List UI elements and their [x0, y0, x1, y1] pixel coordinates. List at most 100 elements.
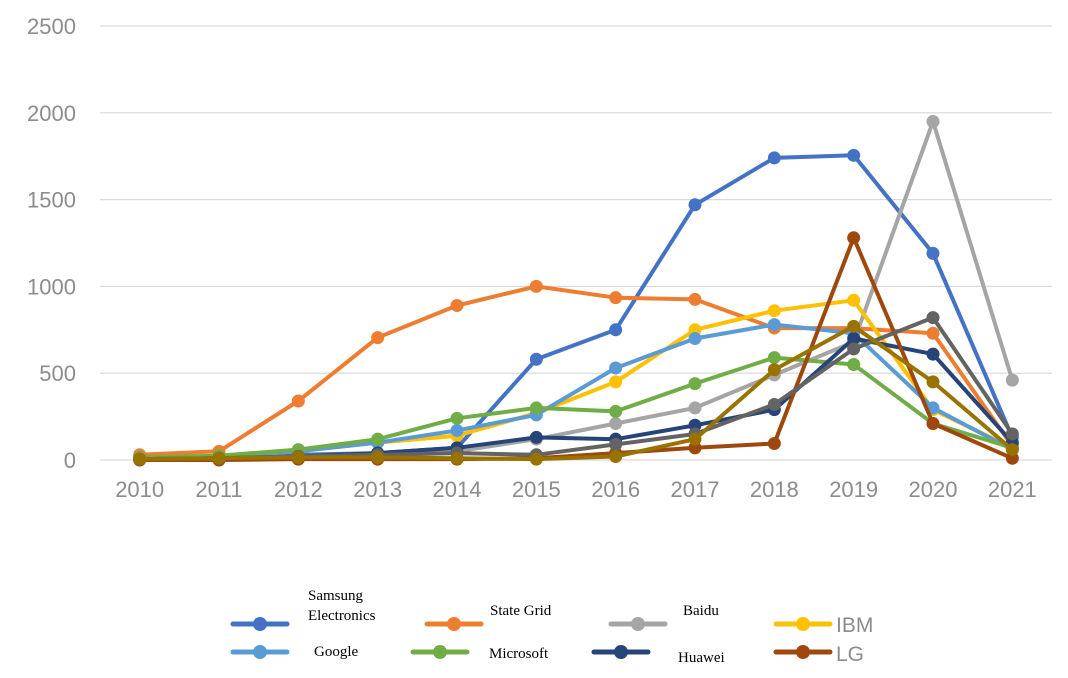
x-tick-label: 2012 — [274, 477, 323, 502]
data-point — [371, 331, 385, 345]
legend-label: Google — [314, 644, 359, 660]
data-point — [609, 323, 623, 337]
series-samsung-electronics — [133, 148, 1019, 465]
legend-label: IBM — [836, 614, 873, 637]
series-line — [137, 298, 1015, 461]
series-google — [133, 318, 1019, 465]
data-point — [212, 451, 226, 465]
data-point — [529, 279, 543, 293]
x-axis-ticks: 2010 2011 2012 2013 2014 2015 2016 2017 2018 2019… — [115, 477, 1037, 502]
y-tick-label: 1000 — [27, 274, 76, 299]
data-point — [133, 452, 147, 466]
data-point — [926, 246, 940, 260]
legend: Samsung Electronics State Grid Baidu IBM Goog… — [230, 588, 873, 666]
data-point — [609, 291, 623, 305]
data-point — [529, 452, 543, 466]
data-point — [450, 298, 464, 312]
x-tick-label: 2017 — [671, 477, 720, 502]
data-point — [609, 450, 623, 464]
series-line — [137, 284, 1015, 457]
data-point — [688, 401, 702, 415]
y-tick-label: 2500 — [27, 14, 76, 39]
x-tick-label: 2011 — [195, 477, 242, 502]
x-tick-label: 2016 — [591, 477, 640, 502]
legend-swatch-marker — [447, 617, 461, 631]
legend-item-baidu: Baidu — [608, 603, 719, 631]
data-point — [767, 318, 781, 332]
data-point — [609, 417, 623, 431]
data-point — [291, 450, 305, 464]
data-point — [291, 394, 305, 408]
x-tick-label: 2014 — [433, 477, 482, 502]
x-tick-label: 2020 — [909, 477, 958, 502]
grid-lines — [100, 25, 1052, 461]
data-point — [529, 430, 543, 444]
data-point — [371, 432, 385, 446]
y-tick-label: 0 — [64, 448, 76, 473]
data-point — [609, 361, 623, 375]
data-point — [847, 231, 861, 245]
data-point — [688, 432, 702, 446]
legend-label: Huawei — [678, 650, 725, 666]
series-line — [137, 324, 1015, 462]
data-point — [926, 114, 940, 128]
y-tick-label: 1500 — [27, 188, 76, 213]
data-point — [767, 363, 781, 377]
data-point — [1005, 373, 1019, 387]
legend-item-google: Google — [230, 644, 359, 660]
y-tick-label: 2000 — [27, 101, 76, 126]
data-point — [847, 342, 861, 356]
x-tick-label: 2021 — [988, 477, 1037, 502]
data-point — [926, 326, 940, 340]
legend-swatch-marker — [433, 645, 447, 659]
data-point — [847, 148, 861, 162]
x-tick-label: 2013 — [353, 477, 402, 502]
legend-swatch-marker — [631, 617, 645, 631]
data-point — [371, 450, 385, 464]
data-point — [688, 377, 702, 391]
data-point — [609, 437, 623, 451]
data-point — [609, 404, 623, 418]
data-point — [847, 331, 861, 345]
data-point — [767, 151, 781, 165]
series-state-grid — [133, 279, 1019, 462]
data-point — [688, 331, 702, 345]
data-point — [1005, 427, 1019, 441]
data-point — [847, 319, 861, 333]
series-line — [137, 355, 1015, 460]
series-line — [137, 235, 1015, 462]
legend-swatch-marker — [796, 645, 810, 659]
data-point — [688, 292, 702, 306]
data-point — [767, 304, 781, 318]
data-point — [926, 417, 940, 431]
legend-swatch-marker — [614, 645, 628, 659]
data-point — [926, 375, 940, 389]
legend-item-samsung-electronics: Samsung Electronics — [230, 588, 376, 631]
legend-item-ibm: IBM — [773, 614, 873, 637]
legend-label-line: Samsung — [308, 588, 364, 604]
data-point — [450, 423, 464, 437]
y-tick-label: 500 — [39, 361, 76, 386]
legend-label: Microsoft — [489, 646, 549, 662]
y-axis-ticks: 0 500 1000 1500 2000 2500 — [27, 14, 76, 473]
x-tick-label: 2018 — [750, 477, 799, 502]
legend-label: Baidu — [683, 603, 719, 619]
data-point — [529, 401, 543, 415]
legend-item-microsoft: Microsoft — [410, 645, 549, 662]
series-lines — [133, 114, 1019, 467]
legend-swatch-marker — [253, 617, 267, 631]
legend-label: State Grid — [490, 603, 552, 619]
data-point — [450, 451, 464, 465]
data-point — [767, 397, 781, 411]
legend-item-huawei: Huawei — [591, 645, 725, 666]
legend-label: Samsung Electronics — [308, 588, 376, 624]
legend-item-lg: LG — [773, 643, 864, 666]
data-point — [847, 293, 861, 307]
data-point — [1005, 443, 1019, 457]
data-point — [926, 311, 940, 325]
data-point — [767, 351, 781, 365]
data-point — [688, 198, 702, 212]
data-point — [926, 347, 940, 361]
x-tick-label: 2019 — [829, 477, 878, 502]
